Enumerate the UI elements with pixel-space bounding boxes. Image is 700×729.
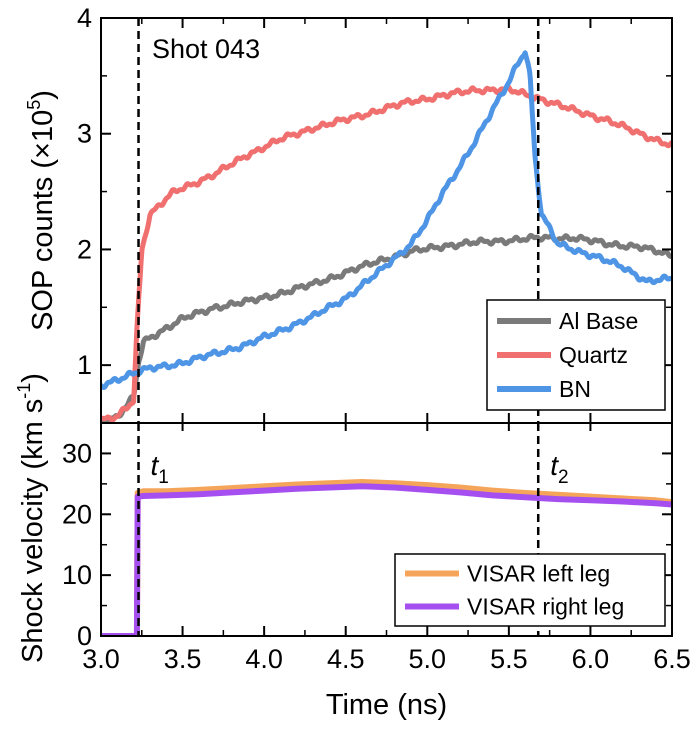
legend-label-bn: BN bbox=[559, 376, 591, 402]
series-line-visar-left-leg bbox=[101, 479, 672, 636]
x-tick-label: 6.0 bbox=[572, 644, 610, 674]
y-tick-label: 2 bbox=[77, 234, 92, 264]
x-tick-label: 4.0 bbox=[245, 644, 283, 674]
velocity-series-group bbox=[101, 479, 672, 636]
series-line-visar-right-leg bbox=[101, 483, 672, 636]
velocity-plot-frame bbox=[100, 422, 673, 637]
y-tick-label: 1 bbox=[77, 350, 92, 380]
time-marker-label-2: t2 bbox=[550, 450, 568, 488]
velocity-y-axis-label-main: Shock velocity (km s bbox=[17, 399, 49, 663]
velocity-vlines bbox=[137, 423, 540, 636]
sop-ticks: 1 2 3 4 bbox=[77, 3, 673, 423]
y-tick-label: 0 bbox=[77, 621, 92, 651]
x-tick-label: 4.5 bbox=[327, 644, 365, 674]
x-tick-label: 5.5 bbox=[490, 644, 528, 674]
y-tick-label: 20 bbox=[62, 499, 92, 529]
sop-series-group bbox=[101, 50, 672, 423]
x-tick-label: 3.0 bbox=[82, 644, 120, 674]
velocity-legend: VISAR left leg VISAR right leg bbox=[394, 553, 666, 627]
x-tick-label: 5.0 bbox=[409, 644, 447, 674]
legend-label-al-base: Al Base bbox=[559, 308, 638, 334]
sop-legend: Al Base Quartz BN bbox=[486, 299, 666, 411]
sop-vlines bbox=[137, 18, 540, 423]
legend-label-visar-left-leg: VISAR left leg bbox=[467, 561, 610, 587]
time-markers: t1 t2 bbox=[151, 450, 569, 488]
velocity-legend-box bbox=[394, 553, 666, 627]
series-line-bn bbox=[101, 50, 672, 390]
series-line-quartz bbox=[101, 84, 672, 423]
time-marker-label-1: t1 bbox=[151, 450, 169, 488]
velocity-y-axis-label: Shock velocity (km s-1) bbox=[14, 373, 49, 663]
x-axis-label: Time (ns) bbox=[326, 689, 447, 721]
x-tick-label: 3.5 bbox=[164, 644, 202, 674]
y-tick-label: 3 bbox=[77, 119, 92, 149]
legend-label-quartz: Quartz bbox=[559, 342, 628, 368]
x-tick-label: 6.5 bbox=[653, 644, 691, 674]
y-tick-label: 4 bbox=[77, 3, 92, 33]
sop-y-axis-label-exponent: 5 bbox=[24, 100, 44, 110]
velocity-y-axis-label-tail: ) bbox=[17, 373, 49, 383]
velocity-panel: 0 10 20 30 3.0 3.5 4.0 4.5 5.0 5.5 6.0 6.5 t1 t2 VIS… bbox=[14, 373, 691, 721]
sop-y-axis-label: SOP counts (×105) bbox=[24, 90, 59, 331]
shot-annotation: Shot 043 bbox=[152, 34, 260, 64]
sop-panel: 1 2 3 4 Shot 043 Al Base Quartz BN SOP counts… bbox=[24, 3, 673, 424]
series-line-al-base bbox=[101, 232, 672, 423]
sop-y-axis-label-tail: ) bbox=[27, 90, 59, 100]
velocity-y-axis-label-exponent: -1 bbox=[14, 383, 34, 399]
legend-label-visar-right-leg: VISAR right leg bbox=[467, 594, 624, 620]
sop-y-axis-label-main: SOP counts (×10 bbox=[27, 110, 59, 331]
y-tick-label: 10 bbox=[62, 560, 92, 590]
y-tick-label: 30 bbox=[62, 438, 92, 468]
